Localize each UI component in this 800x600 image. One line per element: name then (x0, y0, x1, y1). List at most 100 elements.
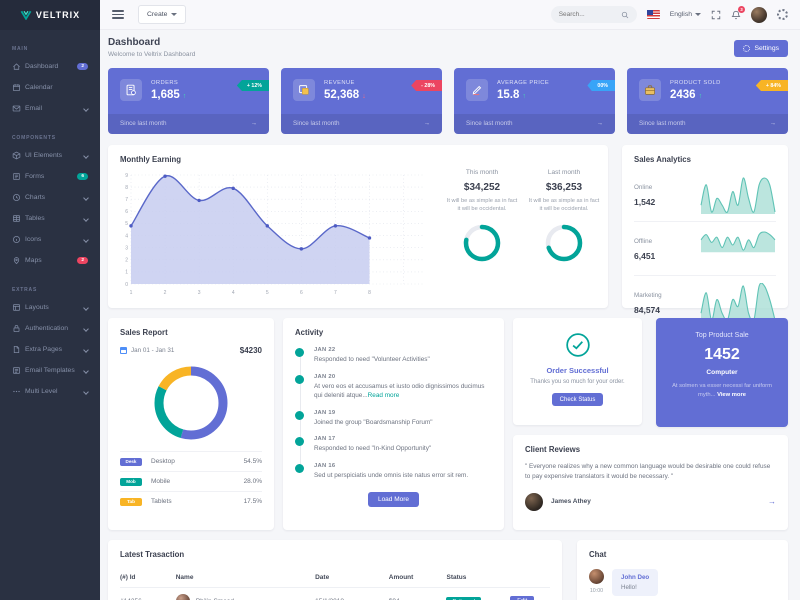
search-input[interactable] (558, 11, 621, 18)
svg-text:7: 7 (334, 290, 337, 296)
load-more-button[interactable]: Load More (367, 491, 420, 507)
sidebar-section-main: MAIN Dashboard 2 Calendar Email (0, 38, 100, 119)
menu-toggle-icon[interactable] (112, 8, 124, 21)
table-header-row: (#) Id Name Date Amount Status (120, 569, 550, 588)
sidebar-item-label: Charts (25, 194, 46, 201)
sidebar-item-ui-elements[interactable]: UI Elements (0, 145, 100, 166)
legend-percent: 54.5% (243, 458, 262, 465)
search-box[interactable] (550, 6, 637, 23)
view-more-link[interactable]: View more (717, 391, 746, 398)
section-heading: COMPONENTS (12, 135, 56, 141)
chat-avatar (589, 569, 604, 584)
stat-card-revenue: - 28% REVENUE 52,368 ↓ Since last month (281, 68, 442, 134)
sidebar-item-authentication[interactable]: Authentication (0, 318, 100, 339)
stat-delta-badge: - 28% (411, 80, 442, 91)
us-flag-icon[interactable] (646, 10, 660, 19)
notifications-bell-icon[interactable]: 3 (731, 5, 745, 20)
analytics-row-online: Online 1,542 (634, 168, 776, 221)
stat-footer-link[interactable]: Since last month (627, 114, 788, 134)
stat-card-average-price: 00% AVERAGE PRICE 15.8 ↑ Since last month (454, 68, 615, 134)
svg-text:3: 3 (125, 245, 128, 251)
check-status-button[interactable]: Check Status (551, 393, 604, 406)
fullscreen-icon[interactable] (711, 10, 721, 20)
chevron-down-icon (83, 304, 89, 311)
stat-value: 2436 (670, 88, 696, 101)
table-icon (12, 214, 25, 223)
column-header: Status (446, 574, 467, 581)
create-button[interactable]: Create (138, 5, 187, 24)
gear-icon[interactable] (777, 9, 788, 20)
reviewer-avatar (525, 492, 543, 511)
svg-text:0: 0 (125, 282, 128, 288)
read-more-link[interactable]: Read more (367, 392, 400, 400)
transaction-date: 15/1/2018 (315, 598, 389, 600)
analytics-row-offline: Offline 6,451 (634, 221, 776, 275)
edit-button[interactable]: Edit (510, 595, 535, 600)
analytics-label: Offline (634, 237, 653, 245)
stat-value: 1,685 (151, 88, 180, 101)
settings-button-label: Settings (754, 45, 779, 52)
topbar: Create English 3 (100, 0, 800, 30)
chevron-down-icon (83, 105, 89, 112)
sidebar-item-email[interactable]: Email (0, 98, 100, 119)
sidebar-item-forms[interactable]: Forms 6 (0, 166, 100, 187)
sidebar-item-charts[interactable]: Charts (0, 187, 100, 208)
chart-clock-icon (12, 193, 25, 202)
stat-footer-link[interactable]: Since last month (281, 114, 442, 134)
language-selector[interactable]: English (670, 11, 701, 18)
trend-down-icon: ↓ (362, 92, 366, 100)
activity-date: JAN 20 (314, 373, 336, 380)
stat-footer-link[interactable]: Since last month (108, 114, 269, 134)
activity-timeline: JAN 22 Responded to need "Volunteer Acti… (295, 347, 492, 481)
legend-tag: Tab (120, 497, 142, 506)
stat-delta-badge: + 12% (236, 80, 269, 91)
date-range[interactable]: Jan 01 - Jan 31 (120, 347, 174, 354)
stat-label: PRODUCT SOLD (670, 79, 721, 86)
notification-count-badge: 3 (738, 5, 745, 13)
copy-icon (293, 79, 315, 101)
gear-icon (743, 45, 751, 52)
email-icon (12, 104, 25, 113)
chevron-down-icon (83, 346, 89, 353)
sidebar-item-email-templates[interactable]: Email Templates (0, 360, 100, 381)
sidebar-item-tables[interactable]: Tables (0, 208, 100, 229)
sidebar-item-label: Email Templates (25, 367, 75, 374)
sidebar-item-label: Authentication (25, 325, 69, 332)
chat-card: Chat 10:00 John Deo Hello! (577, 540, 788, 600)
activity-text: Responded to need "In-Kind Opportunity" (314, 445, 432, 453)
sidebar-item-multi-level[interactable]: Multi Level (0, 381, 100, 402)
check-circle-icon (525, 332, 630, 358)
search-icon (621, 11, 628, 18)
brand-logo[interactable]: VELTRIX (0, 0, 100, 30)
settings-button[interactable]: Settings (734, 40, 788, 57)
activity-text: Sed ut perspiciatis unde omnis iste natu… (314, 472, 469, 480)
section-heading: EXTRAS (12, 287, 38, 293)
offline-sparkline-chart (700, 231, 776, 253)
sidebar-item-icons[interactable]: Icons (0, 229, 100, 250)
last-month-block: Last month $36,253 It will be as simple … (528, 169, 600, 263)
sales-total: $4230 (239, 346, 262, 355)
table-row: #14256 Philip Smead 15/1/2018 $94 Delive… (120, 588, 550, 600)
activity-date: JAN 16 (314, 463, 336, 470)
analytics-value: 6,451 (634, 250, 656, 261)
arrow-right-icon[interactable]: → (768, 497, 776, 507)
user-avatar[interactable] (751, 6, 767, 23)
svg-text:4: 4 (232, 290, 235, 296)
sidebar-item-extra-pages[interactable]: Extra Pages (0, 339, 100, 360)
stats-row: + 12% ORDERS 1,685↑ Since last month - 2… (108, 68, 788, 134)
sidebar-item-dashboard[interactable]: Dashboard 2 (0, 56, 100, 77)
stat-footer-link[interactable]: Since last month (454, 114, 615, 134)
create-button-label: Create (147, 11, 168, 18)
card-title: Sales Analytics (634, 155, 691, 164)
svg-text:1: 1 (125, 270, 128, 276)
sidebar-item-maps[interactable]: Maps 2 (0, 250, 100, 271)
transaction-amount: $94 (389, 598, 447, 600)
sidebar-item-calendar[interactable]: Calendar (0, 77, 100, 98)
stat-footer-label: Since last month (120, 120, 167, 127)
legend-row-mobile: Mob Mobile 28.0% (120, 471, 262, 491)
sidebar-item-layouts[interactable]: Layouts (0, 297, 100, 318)
svg-text:1: 1 (130, 290, 133, 296)
layout-icon (12, 303, 25, 312)
trend-up-icon: ↑ (698, 92, 703, 100)
